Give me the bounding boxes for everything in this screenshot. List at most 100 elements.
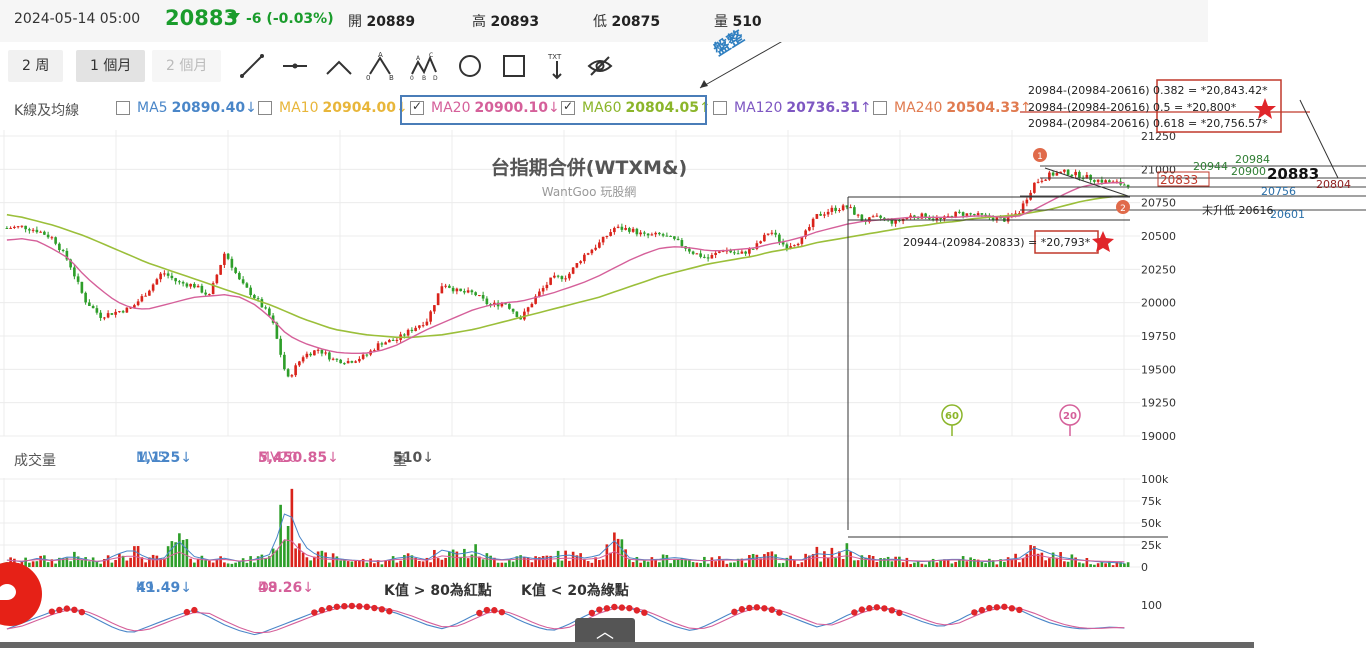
fib-arrow xyxy=(1299,99,1339,179)
ma-checkbox[interactable] xyxy=(561,99,575,115)
volume-bar xyxy=(939,560,942,567)
volume-bar xyxy=(440,559,444,567)
k-overbought-dot xyxy=(881,605,888,612)
ma-checkbox[interactable] xyxy=(258,101,272,115)
candle-body xyxy=(200,285,204,293)
candle-body xyxy=(271,315,275,323)
volume-bar xyxy=(268,556,271,567)
candle-body xyxy=(504,303,507,305)
candle-body xyxy=(733,252,736,254)
ma-item-ma240[interactable]: MA240 20504.33 ↑ xyxy=(873,100,1032,116)
candle-body xyxy=(268,308,271,316)
volume-bar xyxy=(1059,552,1062,567)
angle-tool-icon[interactable] xyxy=(325,52,353,80)
volume-bar xyxy=(358,560,361,567)
volume-bar xyxy=(691,562,695,567)
ma-checkbox[interactable] xyxy=(873,101,887,115)
candle-body xyxy=(238,272,241,280)
candle-body xyxy=(650,234,654,236)
candle-body xyxy=(740,251,744,254)
candle-body xyxy=(1040,180,1044,182)
volume-bar xyxy=(1051,552,1055,567)
volume-bar xyxy=(279,504,282,567)
candle-body xyxy=(575,263,579,268)
volume-bar xyxy=(185,539,189,567)
k-overbought-dot xyxy=(873,604,881,611)
projection-label: 20944-(20984-20833) = *20,793* xyxy=(903,236,1091,249)
candle-body xyxy=(436,293,440,306)
period-2-months-button[interactable]: 2 個月 xyxy=(152,50,222,82)
volume-bar xyxy=(118,553,121,567)
k-overbought-dot xyxy=(78,608,86,616)
volume-bar xyxy=(845,543,849,567)
candle-body xyxy=(718,251,721,253)
circle-tool-icon[interactable] xyxy=(456,52,484,80)
volume-bar xyxy=(298,543,301,567)
candle-body xyxy=(305,353,309,358)
volume-bar xyxy=(1044,560,1047,567)
line-tool-icon[interactable] xyxy=(238,52,266,80)
period-2-weeks-button[interactable]: 2 周 xyxy=(8,50,64,82)
candle-body xyxy=(976,213,980,216)
abcd-pattern-tool-icon[interactable]: A C 0 B D xyxy=(410,52,438,82)
ma-checkbox[interactable] xyxy=(713,101,727,115)
volume-bar xyxy=(328,562,331,567)
volume-bar xyxy=(950,563,954,567)
volume-bar xyxy=(129,557,132,567)
ma-value: 20804.05 xyxy=(625,100,699,116)
candle-body xyxy=(35,229,39,233)
price-tick-label: 21000 xyxy=(1141,163,1176,176)
volume-bar xyxy=(478,556,481,567)
k-overbought-dot xyxy=(476,609,483,617)
candle-body xyxy=(69,259,72,268)
volume-bar xyxy=(980,561,984,567)
ma-item-ma10[interactable]: MA10 20904.00 ↓ xyxy=(258,100,408,116)
candle-body xyxy=(1070,174,1074,176)
level-label: 20984 xyxy=(1235,153,1270,166)
volume-bar xyxy=(211,562,215,567)
volume-bar xyxy=(796,563,800,567)
candle-body xyxy=(849,207,852,209)
volume-bar xyxy=(103,558,106,567)
candle-body xyxy=(346,361,350,364)
candle-body xyxy=(781,241,785,245)
k-overbought-dot xyxy=(386,608,393,615)
volume-bar xyxy=(946,559,950,567)
candle-body xyxy=(883,217,886,219)
volume-bar xyxy=(84,557,87,567)
horizontal-line-tool-icon[interactable] xyxy=(281,52,309,80)
rectangle-tool-icon[interactable] xyxy=(500,52,528,80)
abc-pattern-tool-icon[interactable]: A 0 B xyxy=(366,51,394,82)
price-tick-label: 20000 xyxy=(1141,297,1176,310)
volume-bar xyxy=(1093,564,1096,567)
k-overbought-dot xyxy=(1001,603,1008,610)
candle-body xyxy=(46,234,50,238)
horizontal-scrollbar[interactable] xyxy=(0,642,1254,648)
volume-bar xyxy=(853,560,856,567)
volume-bar xyxy=(335,556,339,567)
ma-checkbox[interactable] xyxy=(116,101,130,115)
k-line xyxy=(6,605,1125,636)
volume-bar xyxy=(163,558,166,567)
volume-legend: 成交量 MV5 1,125 ↓ MV20 5,450.85 ↓ 量 510 ↓ xyxy=(0,450,1000,470)
ma-item-ma120[interactable]: MA120 20736.31 ↑ xyxy=(713,100,872,116)
candle-body xyxy=(924,213,927,219)
candle-body xyxy=(1051,172,1055,176)
candle-body xyxy=(1044,179,1047,181)
text-tool-icon[interactable]: TXT xyxy=(543,52,571,80)
k-overbought-dot xyxy=(1008,605,1016,612)
candle-body xyxy=(579,261,582,264)
volume-bar xyxy=(245,562,249,567)
volume-bar xyxy=(553,562,556,567)
candle-body xyxy=(755,243,759,249)
period-1-month-button[interactable]: 1 個月 xyxy=(76,50,146,82)
ma-checkbox[interactable] xyxy=(410,99,424,115)
hide-drawings-icon[interactable] xyxy=(586,52,614,80)
volume-bar xyxy=(455,551,459,567)
ma-item-ma5[interactable]: MA5 20890.40 ↓ xyxy=(116,100,257,116)
candle-body xyxy=(1059,171,1062,173)
volume-bar xyxy=(159,558,162,567)
